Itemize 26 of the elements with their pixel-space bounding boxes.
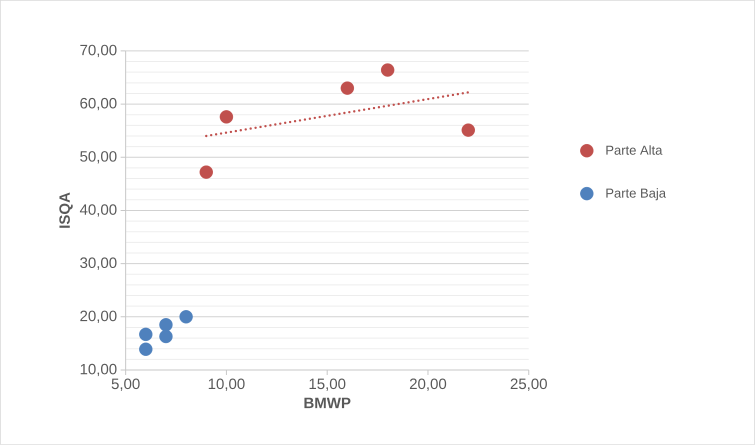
point bbox=[340, 81, 354, 95]
point bbox=[139, 342, 152, 356]
y-tick-label: 50,00 bbox=[80, 151, 117, 164]
x-axis-title: BMWP bbox=[304, 398, 350, 408]
x-tick-label: 25,00 bbox=[510, 378, 547, 391]
y-tick-label: 10,00 bbox=[80, 364, 117, 376]
point bbox=[179, 310, 193, 324]
legend-label: Parte Alta bbox=[606, 145, 662, 155]
x-tick-label: 20,00 bbox=[410, 378, 446, 391]
y-tick-label: 40,00 bbox=[80, 204, 117, 217]
point bbox=[380, 63, 394, 77]
y-tick-label: 60,00 bbox=[80, 98, 117, 110]
y-tick-label: 20,00 bbox=[80, 310, 117, 324]
point bbox=[159, 318, 173, 332]
x-tick-label: 5,00 bbox=[112, 378, 140, 391]
x-tick-label: 10,00 bbox=[208, 378, 245, 391]
y-tick-label: 70,00 bbox=[80, 44, 117, 58]
legend-label: Parte Baja bbox=[606, 188, 666, 200]
point bbox=[200, 166, 213, 179]
x-tick-label: 15,00 bbox=[310, 378, 346, 391]
point bbox=[462, 123, 475, 137]
y-tick-label: 30,00 bbox=[80, 257, 117, 270]
point bbox=[139, 328, 152, 342]
point bbox=[159, 330, 173, 344]
y-axis-title: ISQA bbox=[59, 192, 73, 228]
point bbox=[220, 110, 234, 124]
